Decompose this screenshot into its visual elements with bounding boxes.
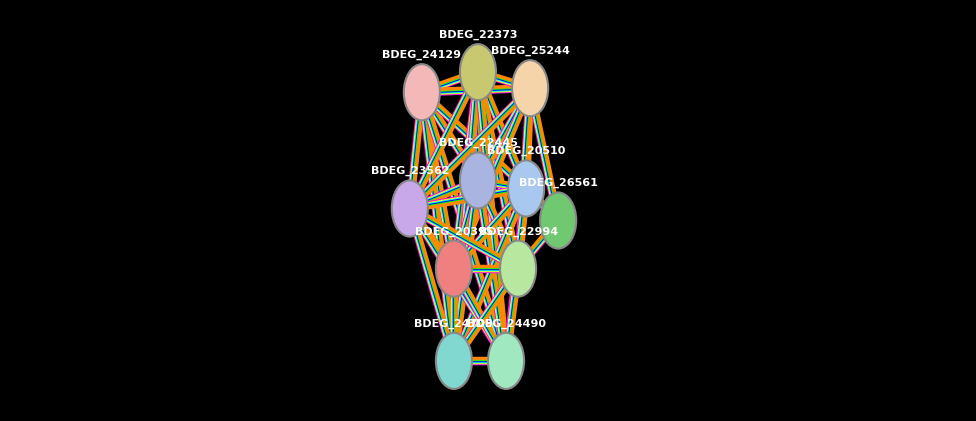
Ellipse shape xyxy=(460,152,496,208)
Ellipse shape xyxy=(488,333,524,389)
Text: BDEG_22445: BDEG_22445 xyxy=(438,138,517,148)
Text: BDEG_22373: BDEG_22373 xyxy=(439,30,517,40)
Text: BDEG_24129: BDEG_24129 xyxy=(383,50,462,60)
Text: BDEG_26561: BDEG_26561 xyxy=(518,178,597,189)
Text: BDEG_24490: BDEG_24490 xyxy=(467,319,546,329)
Ellipse shape xyxy=(404,64,440,120)
Text: BDEG_20395: BDEG_20395 xyxy=(415,226,493,237)
Ellipse shape xyxy=(540,192,576,248)
Ellipse shape xyxy=(512,60,549,116)
Text: BDEG_22994: BDEG_22994 xyxy=(478,226,557,237)
Ellipse shape xyxy=(508,160,545,216)
Ellipse shape xyxy=(460,44,496,100)
Ellipse shape xyxy=(436,240,472,297)
Text: BDEG_24709: BDEG_24709 xyxy=(415,319,493,329)
Ellipse shape xyxy=(391,181,427,237)
Text: BDEG_25244: BDEG_25244 xyxy=(491,46,570,56)
Text: BDEG_20510: BDEG_20510 xyxy=(487,146,565,156)
Ellipse shape xyxy=(436,333,472,389)
Ellipse shape xyxy=(500,240,536,297)
Text: BDEG_23562: BDEG_23562 xyxy=(371,166,449,176)
